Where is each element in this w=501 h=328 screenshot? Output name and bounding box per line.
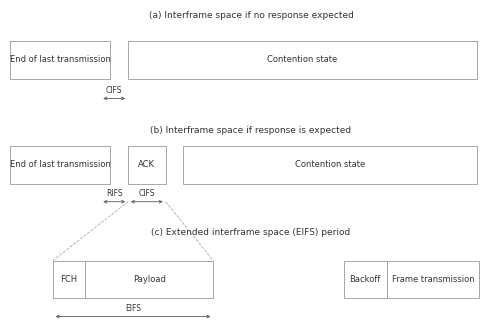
Text: FCH: FCH xyxy=(60,275,78,284)
Bar xyxy=(10,41,110,79)
Text: ACK: ACK xyxy=(138,160,155,169)
Text: End of last transmission: End of last transmission xyxy=(10,160,110,169)
Text: RIFS: RIFS xyxy=(106,189,122,198)
Text: CIFS: CIFS xyxy=(106,86,122,95)
Bar xyxy=(85,261,213,298)
Text: Contention state: Contention state xyxy=(295,160,364,169)
Bar xyxy=(386,261,478,298)
Bar xyxy=(183,146,476,184)
Bar xyxy=(10,146,110,184)
Text: (a) Interframe space if no response expected: (a) Interframe space if no response expe… xyxy=(148,11,353,20)
Text: CIFS: CIFS xyxy=(138,189,155,198)
Text: Backoff: Backoff xyxy=(349,275,380,284)
Text: (c) Extended interframe space (EIFS) period: (c) Extended interframe space (EIFS) per… xyxy=(151,228,350,237)
Bar xyxy=(128,41,476,79)
Bar xyxy=(53,261,85,298)
Bar xyxy=(343,261,386,298)
Text: EIFS: EIFS xyxy=(125,304,141,313)
Text: (b) Interframe space if response is expected: (b) Interframe space if response is expe… xyxy=(150,126,351,135)
Text: End of last transmission: End of last transmission xyxy=(10,55,110,64)
Text: Contention state: Contention state xyxy=(267,55,337,64)
Text: Frame transmission: Frame transmission xyxy=(391,275,473,284)
Text: Payload: Payload xyxy=(133,275,165,284)
Bar xyxy=(128,146,165,184)
